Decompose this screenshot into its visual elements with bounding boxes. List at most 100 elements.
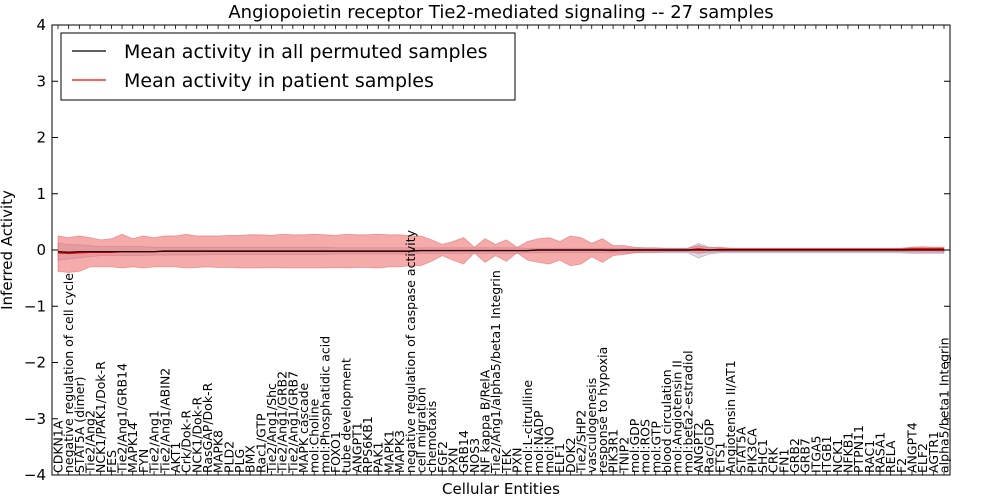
x-tick-label: ITGA5: [808, 435, 823, 473]
x-tick-label: PXN: [510, 448, 525, 473]
x-tick-label: MAPK cascade: [296, 382, 311, 473]
x-tick-label: negative regulation of cell cycle: [61, 273, 76, 473]
x-tick-label: TNIP2: [616, 437, 631, 474]
x-tick-label: PIK3R1: [606, 429, 621, 473]
x-tick-label: FGF2: [435, 441, 450, 473]
x-tick-label: AKT1: [168, 442, 183, 473]
x-tick-label: GRB7: [798, 438, 813, 473]
x-tick-label: mol:Phosphatidic acid: [317, 336, 332, 473]
x-tick-label: PLD2: [221, 441, 236, 473]
x-tick-label: ANGPT2: [691, 422, 706, 473]
y-tick-label: −1: [24, 297, 46, 315]
x-tick-label: CDKN1A: [51, 420, 66, 473]
x-tick-label: ANGPT1: [349, 422, 364, 473]
x-tick-label: NCK1/Dok-R: [189, 397, 204, 473]
x-tick-label: Tie2/Ang1/GRB14: [115, 363, 130, 474]
x-tick-label: Crk/Dok-R: [179, 410, 194, 473]
y-tick-label: 2: [36, 129, 46, 147]
x-tick-label: mol:ROS: [638, 419, 653, 473]
x-tick-label: PTPN11: [851, 425, 866, 473]
x-tick-label: NCK1/PAK1/Dok-R: [93, 361, 108, 473]
x-tick-label: ETS1: [712, 442, 727, 473]
x-tick-label: alpha5/beta1 Integrin: [937, 337, 952, 473]
x-tick-label: RasGAP/Dok-R: [200, 382, 215, 473]
x-tick-label: F2: [894, 458, 909, 473]
x-tick-label: FOXO1: [328, 431, 343, 473]
x-tick-label: MAPK1: [381, 430, 396, 473]
y-tick-label: −2: [24, 354, 46, 372]
x-tick-label: Angiotensin II/AT1: [723, 360, 738, 473]
y-tick-label: 4: [36, 16, 46, 34]
x-tick-label: mol:NADP: [531, 410, 546, 473]
y-tick-label: −3: [24, 410, 46, 428]
x-tick-label: mol:GTP: [648, 421, 663, 473]
x-tick-label: mol:L-citrulline: [520, 380, 535, 473]
x-tick-label: ITGB1: [819, 435, 834, 473]
x-tick-label: STAT5A (dimer): [72, 377, 87, 473]
x-tick-label: MAPK3: [392, 430, 407, 473]
x-tick-label: MAPK8: [211, 430, 226, 473]
x-tick-label: Tie2/Ang1: [147, 410, 162, 474]
plot-area: [57, 233, 945, 273]
y-tick-label: −4: [24, 466, 46, 484]
x-tick-label: RELA: [883, 440, 898, 473]
legend: Mean activity in all permuted samples Me…: [60, 32, 516, 101]
x-tick-label: NOS3: [467, 438, 482, 473]
x-tick-label: mol:GDP: [627, 418, 642, 473]
x-tick-label: DOK2: [563, 437, 578, 473]
legend-label-patient: Mean activity in patient samples: [124, 70, 434, 92]
x-axis-label: Cellular Entities: [442, 480, 560, 498]
x-tick-label: MAPK14: [125, 422, 140, 473]
x-tick-label: mol:Choline: [307, 398, 322, 473]
x-tick-label: BMX: [243, 445, 258, 473]
x-tick-label: AGTR1: [926, 431, 941, 473]
legend-frame: [60, 32, 516, 101]
x-tick-label: Tie2/SHP2: [574, 410, 589, 474]
x-tick-label: RAC1: [862, 440, 877, 473]
x-tick-label: Tie2/Ang1/GRB2: [275, 371, 290, 474]
x-tick-label: chemotaxis: [424, 401, 439, 473]
legend-label-permuted: Mean activity in all permuted samples: [124, 41, 487, 63]
x-tick-label: NF kappa B/RelA: [477, 369, 492, 473]
x-tick-label: SHC1: [755, 439, 770, 473]
x-tick-label: Tie2/Ang1/alpha5/beta1 Integrin: [488, 270, 503, 474]
x-tick-label: GRB2: [787, 438, 802, 473]
x-tick-label: STAT5A: [734, 426, 749, 473]
x-tick-label: CRK: [766, 447, 781, 473]
x-tick-label: Rac1/GTP: [253, 413, 268, 473]
x-tick-label: PLG: [232, 449, 247, 473]
y-tick-label: 1: [36, 185, 46, 203]
x-tick-label: blood circulation: [659, 369, 674, 473]
x-tick-label: FN1: [776, 449, 791, 474]
x-tick-label: Tie2/Ang2: [83, 410, 98, 474]
x-tick-label: RASA1: [872, 432, 887, 473]
band-patient: [57, 233, 945, 273]
x-tick-label: FYN: [136, 449, 151, 473]
x-tick-label: NCK1: [830, 439, 845, 473]
x-tick-label: ELF1: [552, 443, 567, 473]
x-tick-label: RPS6KB1: [360, 416, 375, 473]
y-tick-label: 3: [36, 72, 46, 90]
x-tick-label: vasculogenesis: [584, 378, 599, 473]
x-tick-label: cell migration: [413, 387, 428, 473]
x-tick-label: PIK3CA: [744, 428, 759, 473]
series-line-permuted: [57, 249, 944, 253]
x-tick-label: ANGPT4: [904, 422, 919, 473]
chart-title: Angiopoietin receptor Tie2-mediated sign…: [228, 2, 773, 23]
x-tick-label: PAK1: [371, 442, 386, 473]
x-tick-label: GRB14: [456, 430, 471, 473]
x-tick-label: tube development: [339, 358, 354, 473]
x-tick-label: NFKB1: [840, 432, 855, 473]
y-tick-label: 0: [36, 241, 46, 259]
x-tick-label: mol:beta2-estradiol: [680, 350, 695, 473]
x-tick-label: PXN: [445, 448, 460, 473]
x-tick-label: response to hypoxia: [595, 347, 610, 473]
x-tick-label: ELF2: [915, 443, 930, 473]
x-tick-label: negative regulation of caspase activity: [403, 229, 418, 473]
x-tick-label: Rac/GDP: [702, 419, 717, 473]
x-tick-label: Tie2/Ang1/GRB7: [285, 371, 300, 474]
x-tick-label: FES: [104, 450, 119, 473]
y-axis-label: Inferred Activity: [0, 190, 16, 310]
